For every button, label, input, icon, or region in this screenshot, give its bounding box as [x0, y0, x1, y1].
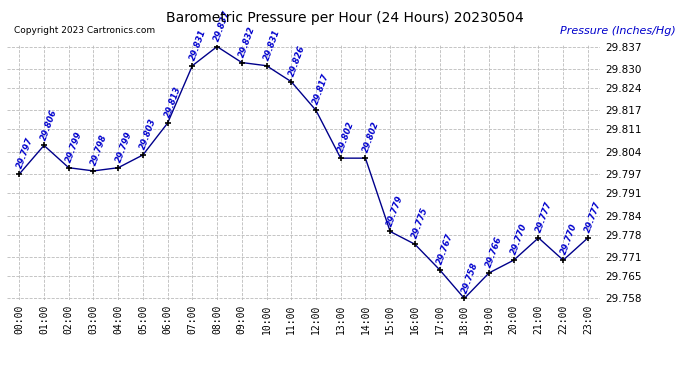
- Text: 29.813: 29.813: [164, 85, 183, 119]
- Text: 29.779: 29.779: [386, 194, 406, 227]
- Text: 29.799: 29.799: [114, 130, 133, 164]
- Text: 29.831: 29.831: [188, 28, 208, 62]
- Text: 29.806: 29.806: [40, 108, 59, 141]
- Text: 29.802: 29.802: [337, 120, 356, 154]
- Text: Barometric Pressure per Hour (24 Hours) 20230504: Barometric Pressure per Hour (24 Hours) …: [166, 11, 524, 25]
- Text: 29.777: 29.777: [534, 200, 554, 234]
- Text: 29.767: 29.767: [435, 232, 455, 266]
- Text: 29.797: 29.797: [15, 136, 34, 170]
- Text: 29.799: 29.799: [64, 130, 84, 164]
- Text: 29.777: 29.777: [584, 200, 603, 234]
- Text: 29.831: 29.831: [262, 28, 282, 62]
- Text: 29.837: 29.837: [213, 9, 233, 42]
- Text: 29.798: 29.798: [89, 133, 109, 167]
- Text: 29.802: 29.802: [361, 120, 381, 154]
- Text: 29.803: 29.803: [139, 117, 158, 151]
- Text: 29.775: 29.775: [411, 206, 430, 240]
- Text: 29.770: 29.770: [559, 222, 578, 256]
- Text: 29.817: 29.817: [312, 72, 331, 106]
- Text: Pressure (Inches/Hg): Pressure (Inches/Hg): [560, 26, 676, 36]
- Text: 29.766: 29.766: [485, 235, 504, 269]
- Text: 29.826: 29.826: [287, 44, 306, 78]
- Text: Copyright 2023 Cartronics.com: Copyright 2023 Cartronics.com: [14, 26, 155, 35]
- Text: 29.770: 29.770: [509, 222, 529, 256]
- Text: 29.758: 29.758: [460, 261, 480, 294]
- Text: 29.832: 29.832: [237, 25, 257, 58]
